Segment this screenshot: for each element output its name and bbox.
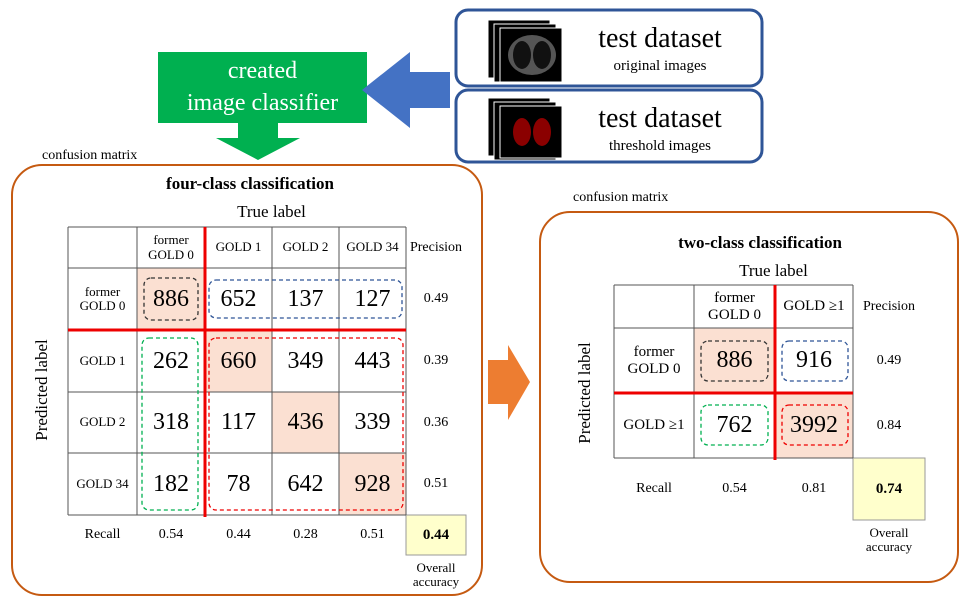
matrix-caption: confusion matrix	[573, 189, 733, 207]
recall-value: 0.44	[205, 515, 272, 555]
cell-count: 652	[205, 268, 272, 330]
dataset-subtitle: original images	[570, 56, 750, 76]
column-header: former GOLD 0	[137, 227, 205, 268]
cell-count: 339	[339, 392, 406, 453]
cell-count: 318	[137, 392, 205, 453]
matrix-title: two-class classification	[630, 232, 890, 254]
recall-value: 0.28	[272, 515, 339, 555]
axis-label: True label	[694, 260, 853, 282]
row-header: GOLD 34	[71, 453, 134, 515]
axis-label: Predicted label	[31, 310, 53, 470]
precision-value: 0.84	[853, 393, 925, 458]
figure: createdimage classifiertest datasetorigi…	[0, 0, 962, 597]
column-header: GOLD 2	[272, 227, 339, 268]
classifier-label: image classifier	[158, 88, 367, 118]
column-header: GOLD 1	[205, 227, 272, 268]
precision-value: 0.39	[406, 330, 466, 392]
recall-value: 0.54	[694, 458, 775, 520]
row-header: GOLD 1	[71, 330, 134, 392]
axis-label: True label	[137, 201, 406, 223]
cell-count: 117	[205, 392, 272, 453]
overall-label: Overall accuracy	[400, 557, 472, 593]
matrix-title: four-class classification	[120, 173, 380, 195]
precision-value: 0.49	[406, 268, 466, 330]
row-header: Recall	[614, 458, 694, 520]
row-header: former GOLD 0	[71, 268, 134, 330]
row-header: GOLD ≥1	[617, 393, 691, 458]
cell-count: 886	[137, 268, 205, 330]
recall-value: 0.81	[775, 458, 853, 520]
cell-count: 262	[137, 330, 205, 392]
overall-accuracy: 0.44	[406, 515, 466, 555]
left-arrow	[362, 52, 450, 128]
precision-value: 0.36	[406, 392, 466, 453]
column-header: GOLD 34	[339, 227, 406, 268]
axis-label: Predicted label	[574, 313, 596, 473]
cell-count: 762	[694, 393, 775, 458]
cell-count: 3992	[775, 393, 853, 458]
cell-count: 127	[339, 268, 406, 330]
recall-value: 0.54	[137, 515, 205, 555]
cell-count: 78	[205, 453, 272, 515]
threshold-image-stack	[488, 98, 562, 160]
row-header: former GOLD 0	[617, 328, 691, 393]
cell-count: 436	[272, 392, 339, 453]
cell-count: 182	[137, 453, 205, 515]
cell-count: 443	[339, 330, 406, 392]
cell-count: 660	[205, 330, 272, 392]
overall-accuracy: 0.74	[853, 458, 925, 520]
recall-value: 0.51	[339, 515, 406, 555]
cell-count: 642	[272, 453, 339, 515]
precision-value: 0.49	[853, 328, 925, 393]
dataset-title: test dataset	[570, 22, 750, 56]
column-header: Precision	[853, 285, 925, 328]
cell-count: 916	[775, 328, 853, 393]
cell-count: 928	[339, 453, 406, 515]
row-header: Recall	[68, 515, 137, 555]
precision-value: 0.51	[406, 453, 466, 515]
row-header: GOLD 2	[71, 392, 134, 453]
column-header: GOLD ≥1	[775, 285, 853, 328]
column-header: former GOLD 0	[694, 285, 775, 328]
cell-count: 886	[694, 328, 775, 393]
column-header: Precision	[406, 227, 466, 268]
classifier-label: created	[158, 56, 367, 86]
matrix-caption: confusion matrix	[42, 147, 202, 165]
right-arrow	[488, 345, 530, 420]
dataset-subtitle: threshold images	[570, 136, 750, 156]
down-arrow	[216, 123, 300, 160]
overall-label: Overall accuracy	[847, 522, 931, 558]
cell-count: 137	[272, 268, 339, 330]
cell-count: 349	[272, 330, 339, 392]
dataset-title: test dataset	[570, 102, 750, 136]
ct-image-stack	[488, 20, 562, 82]
